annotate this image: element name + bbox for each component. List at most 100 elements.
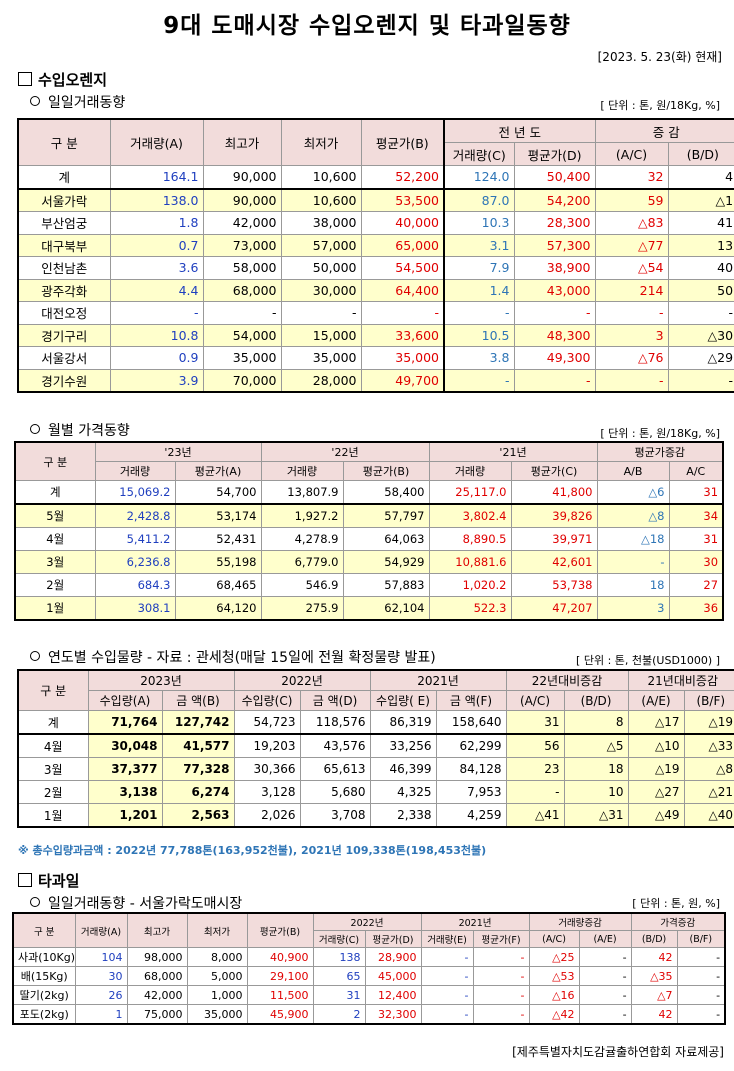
change-bd-cell: △1 <box>667 188 734 212</box>
header-avg-price: 평균가(B) <box>360 118 445 166</box>
change-ac-cell: 23 <box>505 757 565 781</box>
change-bd-cell: △5 <box>563 733 629 758</box>
max-price-cell: 42,000 <box>202 211 282 235</box>
table-row: 3월 37,377 77,328 30,366 65,613 46,399 84,128 23… <box>17 757 734 781</box>
header-max-price: 최고가 <box>126 912 188 948</box>
checkbox-icon <box>18 72 32 86</box>
avg-2022-cell: 12,400 <box>364 985 422 1005</box>
change-ae-cell: - <box>578 1004 632 1025</box>
section-heading-fruit: 타과일 <box>18 870 79 891</box>
amount-f-cell: 62,299 <box>435 733 507 758</box>
avg-c-cell: 39,826 <box>510 503 598 528</box>
avg-c-cell: 42,601 <box>510 550 598 574</box>
prev-avg-cell: 28,300 <box>513 211 596 235</box>
amount-d-cell: 118,576 <box>299 710 371 735</box>
change-bf-cell: △8 <box>683 757 734 781</box>
max-price-cell: 68,000 <box>126 966 188 986</box>
page-title: 9대 도매시장 수입오렌지 및 타과일동향 <box>163 13 571 39</box>
prev-avg-cell: - <box>513 368 596 393</box>
header-volume: 거래량 <box>428 461 512 481</box>
table-row: 4월 30,048 41,577 19,203 43,576 33,256 62,299 56… <box>17 733 734 758</box>
prev-avg-cell: 48,300 <box>513 323 596 347</box>
volume-cell: 0.7 <box>109 233 204 257</box>
header-avg-d: 평균가(D) <box>364 930 422 948</box>
min-price-cell: 10,600 <box>280 188 362 212</box>
amount-f-cell: 4,259 <box>435 803 507 828</box>
prev-volume-cell: 1.4 <box>443 278 515 302</box>
max-price-cell: 35,000 <box>202 346 282 370</box>
table-row: 대구북부 0.7 73,000 57,000 65,000 3.1 57,300 △77 13 <box>17 233 734 257</box>
max-price-cell: 98,000 <box>126 947 188 967</box>
subsection-label: 일일거래동향 - 서울가락도매시장 <box>48 896 243 912</box>
header-min-price: 최저가 <box>186 912 248 948</box>
volume-cell: 0.9 <box>109 346 204 370</box>
header-2021: 2021년 <box>420 912 530 931</box>
subsection-label: 연도별 수입물량 - 자료 : 관세청(매달 15일에 전월 확정물량 발표) <box>48 650 436 666</box>
amount-f-cell: 158,640 <box>435 710 507 735</box>
min-price-cell: 35,000 <box>280 346 362 370</box>
month-label: 3월 <box>17 757 89 781</box>
import-e-cell: 33,256 <box>369 733 437 758</box>
market-name: 부산엄궁 <box>17 211 111 235</box>
avg-price-cell: 40,900 <box>246 947 314 967</box>
volume-2021-cell: 1,020.2 <box>428 573 512 597</box>
avg-a-cell: 52,431 <box>174 527 262 551</box>
change-ae-cell: △49 <box>627 803 685 828</box>
change-ac-cell: 214 <box>594 278 669 302</box>
max-price-cell: 54,000 <box>202 323 282 347</box>
change-bd-cell: △29 <box>667 346 734 370</box>
prev-volume-cell: 7.9 <box>443 256 515 280</box>
table-row: 경기구리 10.8 54,000 15,000 33,600 10.5 48,300 3 △30 <box>17 323 734 347</box>
min-price-cell: 5,000 <box>186 966 248 986</box>
max-price-cell: 68,000 <box>202 278 282 302</box>
header-avg-price: 평균가(B) <box>246 912 314 948</box>
circle-bullet-icon <box>30 897 40 907</box>
import-e-cell: 46,399 <box>369 757 437 781</box>
min-price-cell: 50,000 <box>280 256 362 280</box>
vol-2022-cell: 2 <box>312 1004 366 1025</box>
header-amount-b: 금 액(B) <box>161 690 235 711</box>
header-bd: (B/D) <box>563 690 629 711</box>
change-bd-cell: 42 <box>630 947 678 967</box>
header-2023: 2023년 <box>87 669 235 691</box>
header-prev-avg: 평균가(D) <box>513 142 596 166</box>
header-price-change: 가격증감 <box>630 912 726 931</box>
header-change-2022: 22년대비증감 <box>505 669 629 691</box>
vol-2022-cell: 138 <box>312 947 366 967</box>
market-name: 대구북부 <box>17 233 111 257</box>
avg-a-cell: 55,198 <box>174 550 262 574</box>
vol-2021-cell: - <box>420 966 474 986</box>
max-price-cell: 90,000 <box>202 165 282 189</box>
avg-2022-cell: 28,900 <box>364 947 422 967</box>
change-bf-cell: - <box>676 985 726 1005</box>
header-ae: (A/E) <box>578 930 632 948</box>
prev-volume-cell: - <box>443 301 515 325</box>
change-ac-cell: △53 <box>528 966 580 986</box>
avg-price-cell: 54,500 <box>360 256 445 280</box>
import-c-cell: 3,128 <box>233 780 301 804</box>
report-date: [2023. 5. 23(화) 현재] <box>597 50 722 64</box>
change-ac-cell: △54 <box>594 256 669 280</box>
min-price-cell: 28,000 <box>280 368 362 393</box>
volume-2023-cell: 6,236.8 <box>94 550 176 574</box>
max-price-cell: 75,000 <box>126 1004 188 1025</box>
volume-cell: 3.9 <box>109 368 204 393</box>
market-name: 경기수원 <box>17 368 111 393</box>
vol-2022-cell: 31 <box>312 985 366 1005</box>
yearly-import-table: 구 분 2023년 2022년 2021년 22년대비증감 21년대비증감 수입… <box>17 669 734 828</box>
change-bf-cell: - <box>676 947 726 967</box>
volume-2021-cell: 25,117.0 <box>428 480 512 505</box>
header-avg-change: 평균가증감 <box>596 441 724 462</box>
change-bd-cell: △31 <box>563 803 629 828</box>
fruit-name: 포도(2kg) <box>12 1004 76 1025</box>
change-ac-cell: - <box>594 368 669 393</box>
avg-c-cell: 47,207 <box>510 596 598 621</box>
volume-2022-cell: 275.9 <box>260 596 344 621</box>
fruit-name: 배(15Kg) <box>12 966 76 986</box>
change-ac-cell: △25 <box>528 947 580 967</box>
header-avg-f: 평균가(F) <box>472 930 530 948</box>
change-ac-cell: 27 <box>668 573 724 597</box>
import-c-cell: 54,723 <box>233 710 301 735</box>
change-ae-cell: △27 <box>627 780 685 804</box>
change-bf-cell: △40 <box>683 803 734 828</box>
